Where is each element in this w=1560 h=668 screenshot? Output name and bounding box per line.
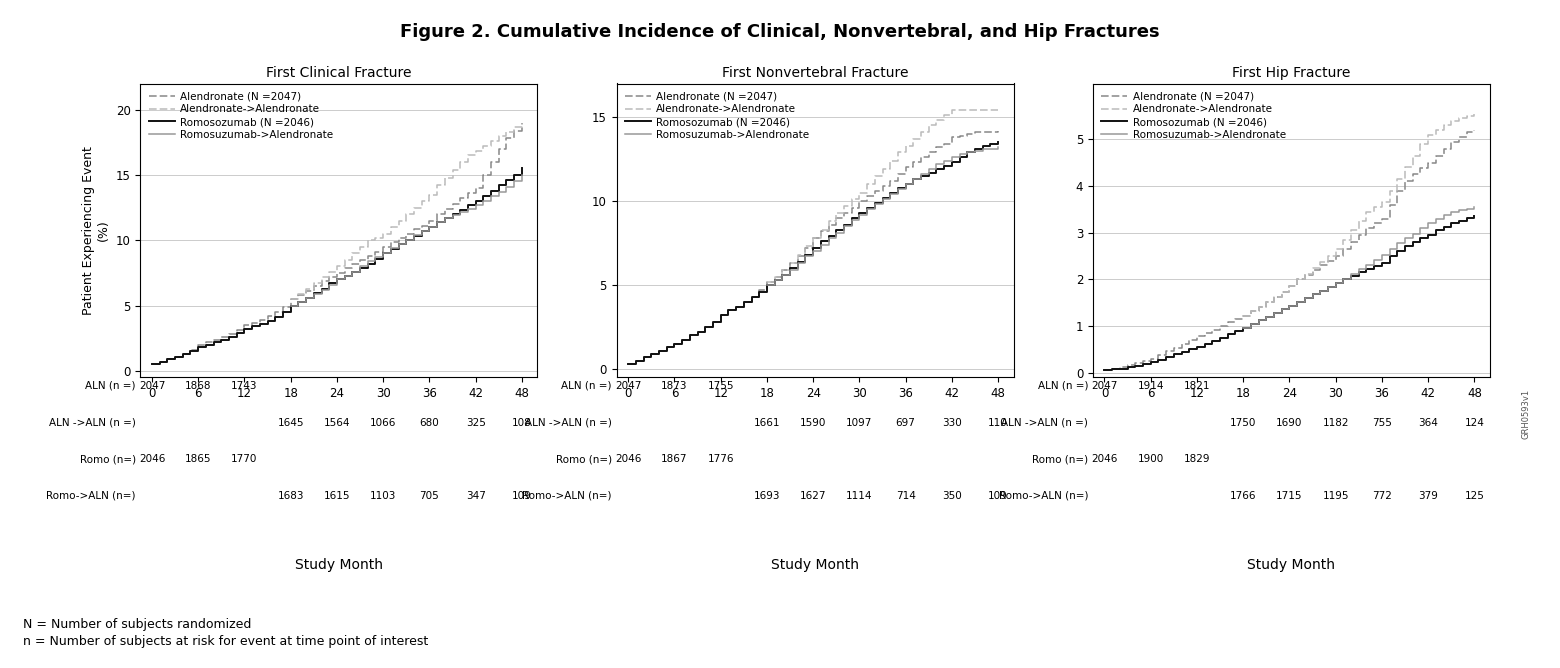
Text: Romo (n=): Romo (n=) [80,454,136,464]
Text: 1195: 1195 [1323,491,1349,501]
Legend: Alendronate (N =2047), Alendronate->Alendronate, Romosozumab (N =2046), Romosuzu: Alendronate (N =2047), Alendronate->Alen… [145,88,337,144]
Text: 364: 364 [1418,418,1438,428]
Text: 1683: 1683 [278,491,304,501]
Text: 1900: 1900 [1137,454,1164,464]
Text: Romo->ALN (n=): Romo->ALN (n=) [523,491,612,501]
Title: First Clinical Fracture: First Clinical Fracture [267,65,412,79]
Text: 2046: 2046 [139,454,165,464]
Text: 108: 108 [512,418,532,428]
Text: 1873: 1873 [661,381,688,391]
Text: 1182: 1182 [1323,418,1349,428]
Text: 1743: 1743 [231,381,257,391]
Text: 1661: 1661 [753,418,780,428]
Text: 109: 109 [987,491,1008,501]
Text: 347: 347 [466,491,485,501]
Text: 1114: 1114 [846,491,872,501]
Text: ALN ->ALN (n =): ALN ->ALN (n =) [1002,418,1089,428]
Legend: Alendronate (N =2047), Alendronate->Alendronate, Romosozumab (N =2046), Romosuzu: Alendronate (N =2047), Alendronate->Alen… [1097,88,1290,144]
Text: 1590: 1590 [800,418,827,428]
Text: 772: 772 [1371,491,1392,501]
Text: GRH0593v1: GRH0593v1 [1521,389,1530,440]
Text: 1755: 1755 [707,381,733,391]
Text: 2047: 2047 [1092,381,1117,391]
Legend: Alendronate (N =2047), Alendronate->Alendronate, Romosozumab (N =2046), Romosuzu: Alendronate (N =2047), Alendronate->Alen… [621,88,813,144]
Text: 2046: 2046 [1092,454,1117,464]
Text: Romo (n=): Romo (n=) [555,454,612,464]
Text: 755: 755 [1371,418,1392,428]
Text: 1821: 1821 [1184,381,1211,391]
Y-axis label: Patient Experiencing Event
(%): Patient Experiencing Event (%) [83,146,111,315]
Text: 1829: 1829 [1184,454,1211,464]
Text: 1914: 1914 [1137,381,1164,391]
Text: Romo->ALN (n=): Romo->ALN (n=) [998,491,1089,501]
Text: 1715: 1715 [1276,491,1303,501]
Text: 1776: 1776 [707,454,733,464]
Text: 1766: 1766 [1229,491,1256,501]
Text: 125: 125 [1465,491,1484,501]
Text: 2047: 2047 [615,381,641,391]
Text: 1868: 1868 [186,381,212,391]
Text: 2046: 2046 [615,454,641,464]
Text: 1750: 1750 [1229,418,1256,428]
Text: 330: 330 [942,418,963,428]
Text: 1770: 1770 [231,454,257,464]
Text: 1627: 1627 [800,491,827,501]
Text: 1645: 1645 [278,418,304,428]
Text: 1564: 1564 [323,418,349,428]
Text: n = Number of subjects at risk for event at time point of interest: n = Number of subjects at risk for event… [23,635,429,648]
Text: 379: 379 [1418,491,1438,501]
Text: ALN (n =): ALN (n =) [562,381,612,391]
Text: 1690: 1690 [1276,418,1303,428]
Text: Study Month: Study Month [771,558,860,572]
Text: 1103: 1103 [370,491,396,501]
Text: 325: 325 [466,418,485,428]
Text: 1097: 1097 [846,418,872,428]
Text: ALN (n =): ALN (n =) [86,381,136,391]
Title: First Nonvertebral Fracture: First Nonvertebral Fracture [722,65,908,79]
Text: 714: 714 [895,491,916,501]
Text: 1066: 1066 [370,418,396,428]
Text: 1865: 1865 [186,454,212,464]
Text: N = Number of subjects randomized: N = Number of subjects randomized [23,619,251,631]
Text: 705: 705 [420,491,440,501]
Text: Figure 2. Cumulative Incidence of Clinical, Nonvertebral, and Hip Fractures: Figure 2. Cumulative Incidence of Clinic… [401,23,1159,41]
Text: Romo->ALN (n=): Romo->ALN (n=) [47,491,136,501]
Text: 1693: 1693 [753,491,780,501]
Text: Study Month: Study Month [1248,558,1335,572]
Text: 124: 124 [1465,418,1484,428]
Title: First Hip Fracture: First Hip Fracture [1232,65,1351,79]
Text: Romo (n=): Romo (n=) [1033,454,1089,464]
Text: ALN ->ALN (n =): ALN ->ALN (n =) [48,418,136,428]
Text: 350: 350 [942,491,963,501]
Text: 2047: 2047 [139,381,165,391]
Text: 1615: 1615 [323,491,349,501]
Text: ALN (n =): ALN (n =) [1037,381,1089,391]
Text: ALN ->ALN (n =): ALN ->ALN (n =) [526,418,612,428]
Text: 110: 110 [987,418,1008,428]
Text: 697: 697 [895,418,916,428]
Text: 1867: 1867 [661,454,688,464]
Text: 109: 109 [512,491,532,501]
Text: 680: 680 [420,418,440,428]
Text: Study Month: Study Month [295,558,382,572]
